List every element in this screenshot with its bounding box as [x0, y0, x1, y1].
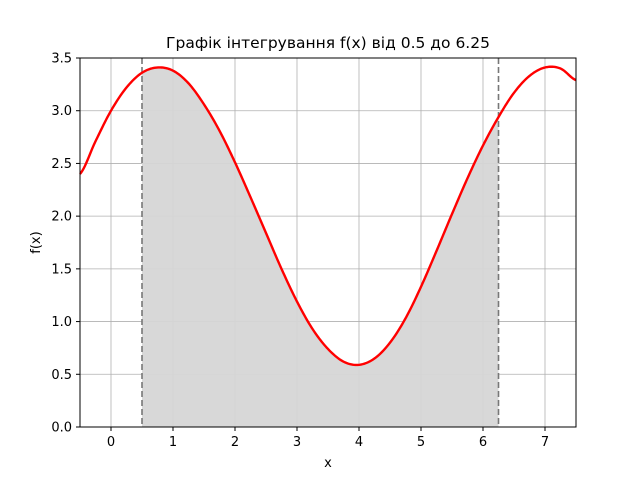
y-tick-label: 1.0: [51, 315, 72, 330]
y-tick-label: 3.0: [51, 104, 72, 119]
x-tick-label: 5: [417, 435, 425, 450]
x-tick-label: 7: [541, 435, 549, 450]
x-tick-label: 3: [293, 435, 301, 450]
y-tick-label: 0.5: [51, 368, 72, 383]
x-axis-label: x: [324, 456, 332, 471]
x-tick-label: 1: [169, 435, 177, 450]
y-tick-label: 2.5: [51, 157, 72, 172]
x-tick-label: 4: [355, 435, 363, 450]
y-axis-ticks: 0.0 0.5 1.0 1.5 2.0 2.5 3.0 3.5: [51, 52, 80, 436]
plot-frame: [79, 57, 577, 428]
y-axis-label: f(x): [29, 231, 44, 253]
x-tick-label: 2: [231, 435, 239, 450]
x-axis-ticks: 0 1 2 3 4 5 6 7: [107, 427, 549, 450]
chart-title: Графік інтегрування f(x) від 0.5 до 6.25: [166, 34, 490, 52]
x-tick-label: 6: [479, 435, 487, 450]
function-curve: [79, 65, 577, 367]
y-tick-label: 3.5: [51, 52, 72, 67]
x-tick-label: 0: [107, 435, 115, 450]
shaded-integration-area: [142, 67, 499, 428]
y-tick-label: 1.5: [51, 262, 72, 277]
y-tick-label: 2.0: [51, 210, 72, 225]
integration-bounds: [141, 58, 500, 427]
y-tick-label: 0.0: [51, 421, 72, 436]
